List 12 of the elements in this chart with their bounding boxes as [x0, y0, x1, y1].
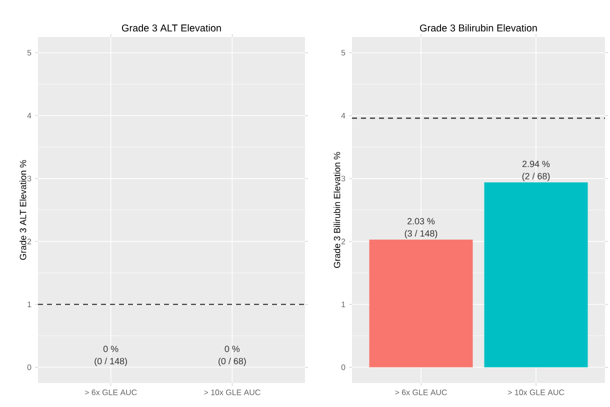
annotation: (2 / 68) [522, 172, 550, 182]
data-label: 0 % [103, 346, 118, 352]
data-label: 2.94 % [522, 160, 550, 168]
annotation: (3 / 148) [404, 230, 438, 238]
data-label: 0 % [224, 346, 240, 352]
y-axis-title: Grade 3 Bilirubin Elevation % [334, 152, 340, 268]
annotation: (0 / 148) [94, 358, 127, 366]
data-label: 2.03 % [408, 218, 435, 224]
y-axis-title: Grade 3 ALT Elevation % [20, 160, 26, 260]
chart-title: Grade 3 Bilirubin Elevation [420, 24, 537, 32]
chart-title: Grade 3 ALT Elevation [122, 24, 221, 32]
annotation: (0 / 68) [218, 358, 246, 366]
